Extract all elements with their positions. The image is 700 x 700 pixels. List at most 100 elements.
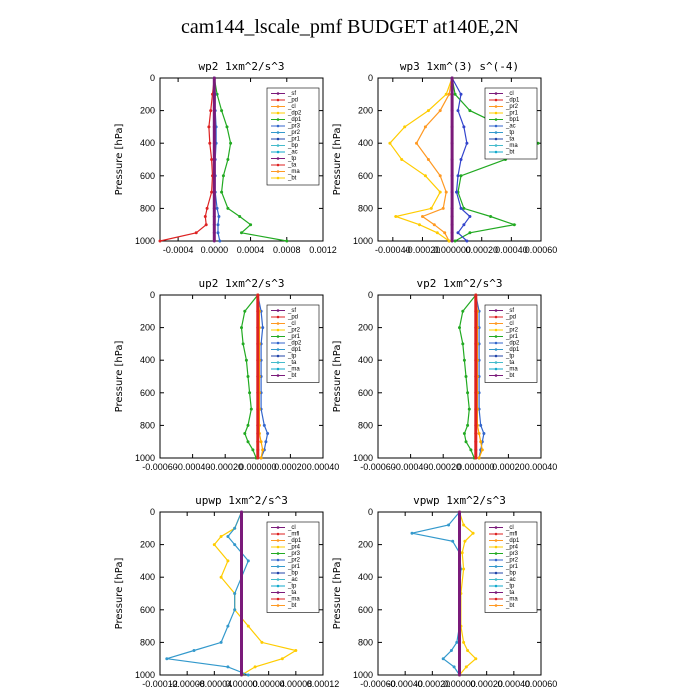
data-point [212,158,216,161]
y-tick-label: 1000 [135,670,155,680]
data-point [467,407,471,411]
x-tick-label: 0.000000 [457,462,495,472]
data-point [459,174,463,178]
x-tick-label: -0.00040 [387,679,423,689]
legend-marker [276,328,280,332]
data-point [240,535,243,538]
x-tick-label: 0.0000 [201,245,229,255]
legend-marker [494,354,498,358]
x-tick-label: 0.00040 [307,462,340,472]
data-point [225,125,229,129]
data-point [220,109,224,113]
legend-marker [494,92,498,95]
y-tick-label: 200 [358,323,373,333]
data-point [256,432,260,435]
legend-label: _dp2 [505,341,520,347]
data-point [246,375,250,378]
data-point [443,231,447,235]
y-tick-label: 600 [358,605,373,615]
data-point [243,432,247,435]
legend-label: _sf [287,91,296,97]
y-axis-label: Pressure [hPa] [332,341,343,413]
y-tick-label: 0 [368,290,373,300]
data-point [450,76,454,80]
data-point [474,342,478,346]
data-point [450,231,454,235]
data-point [410,531,414,535]
y-tick-label: 0 [150,73,155,83]
legend-label: _cl [287,104,296,110]
data-point [450,158,454,161]
figure-title: cam144_lscale_pmf BUDGET at140E,2N [181,16,519,38]
legend-marker [494,597,498,601]
data-point [294,649,298,652]
legend-label: _bt [287,176,297,182]
data-point [212,141,216,145]
x-tick-label: -0.00060 [360,462,396,472]
plot-frame [377,294,542,459]
x-tick-label: -0.00060 [142,462,178,472]
panel-title: upwp 1xm^2/s^3 [195,494,288,507]
legend-label: _ta [505,137,515,143]
data-point [458,649,461,652]
data-point [394,215,398,218]
legend-label: _ac [505,124,516,130]
data-point [426,109,430,113]
data-point [246,673,250,677]
legend-marker [276,98,280,102]
data-point [482,432,486,435]
legend-label: _pr2 [505,328,519,334]
legend-marker [494,571,498,575]
y-tick-label: 800 [358,203,373,213]
y-tick-label: 0 [150,290,155,300]
data-point [474,448,478,452]
data-point [207,125,211,129]
data-point [246,423,250,427]
data-point [212,223,216,227]
data-point [240,575,243,579]
data-point [474,456,478,460]
y-axis-label: Pressure [hPa] [114,558,125,630]
data-point [458,539,461,543]
series-line [411,511,462,676]
legend-marker [276,348,280,351]
y-tick-label: 400 [358,572,373,582]
data-point [280,657,284,661]
y-tick-label: 400 [358,355,373,365]
legend-label: _ac [505,577,516,583]
data-point [450,206,454,210]
legend-label: _cl [287,321,296,327]
y-tick-label: 200 [140,323,155,333]
data-point [477,456,481,460]
legend-label: _cl [287,525,296,531]
data-point [260,640,264,644]
legend-label: _bp [287,571,299,577]
data-point [256,391,260,395]
legend-marker [276,150,280,154]
legend-marker [494,552,498,555]
data-point [458,592,461,595]
data-point [262,423,266,427]
legend-marker [494,584,498,588]
legend-marker [276,578,280,581]
legend-label: _pr1 [505,111,519,117]
data-point [229,141,233,145]
legend-marker [494,604,498,607]
data-point [458,551,461,555]
data-point [205,206,209,210]
legend-label: _ac [287,150,298,156]
data-point [447,523,451,527]
data-point [450,223,454,227]
data-point [474,293,478,297]
data-point [212,125,216,129]
data-point [474,375,478,378]
data-point [218,239,222,243]
legend-label: _bp [505,571,517,577]
data-point [474,407,478,411]
data-point [474,657,478,661]
y-tick-label: 0 [368,507,373,517]
x-tick-label: -0.00020 [425,462,461,472]
data-point [463,539,467,543]
data-point [203,215,207,218]
data-point [477,432,481,435]
